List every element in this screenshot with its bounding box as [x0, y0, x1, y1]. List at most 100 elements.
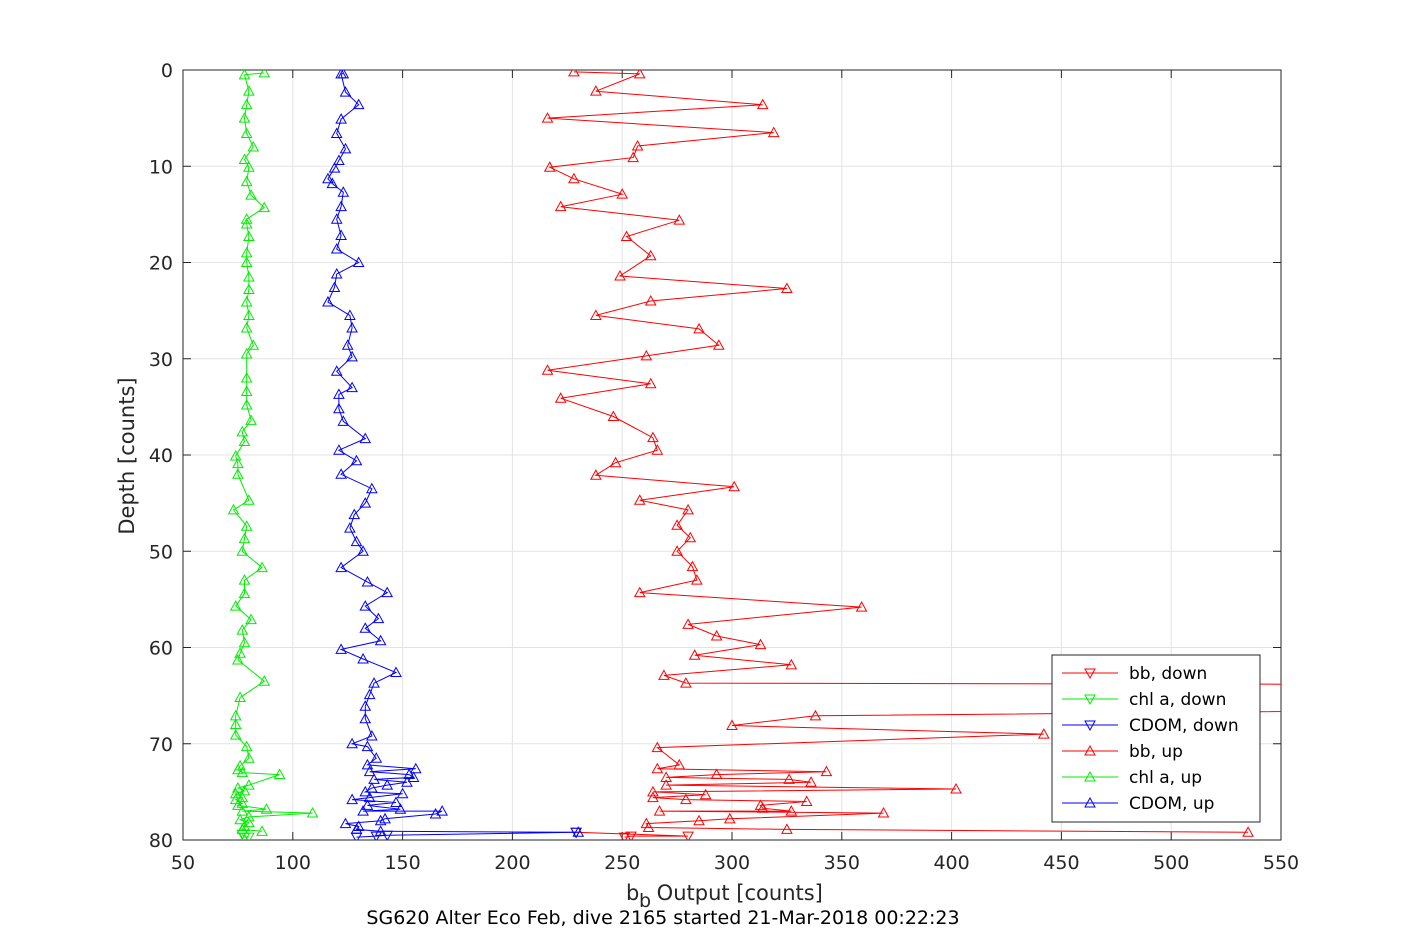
- data-point: [726, 719, 738, 730]
- data-point: [368, 773, 380, 784]
- data-point: [640, 349, 653, 361]
- data-point: [227, 503, 240, 515]
- data-point: [240, 740, 253, 752]
- data-point: [673, 214, 686, 225]
- data-point: [684, 531, 697, 543]
- data-point: [344, 309, 356, 320]
- data-point: [554, 200, 567, 212]
- data-point: [614, 269, 626, 281]
- data-point: [333, 402, 345, 414]
- data-point: [620, 230, 633, 242]
- data-point: [625, 831, 637, 840]
- legend-marker: [1084, 770, 1096, 782]
- y-tick-label: 40: [149, 445, 173, 467]
- data-point: [554, 392, 567, 403]
- data-point: [800, 795, 813, 806]
- data-point: [363, 765, 376, 777]
- data-point: [232, 781, 244, 793]
- data-point: [243, 283, 255, 294]
- axis-ticks: 50 100 150 200 250 300 350 400 450 500 550 0 10 20 30 4…: [149, 60, 1299, 874]
- data-point: [346, 321, 358, 333]
- x-axis-label-main: b: [626, 881, 639, 905]
- data-point: [328, 162, 341, 173]
- data-point: [357, 653, 369, 664]
- data-point: [379, 812, 391, 824]
- data-point: [359, 432, 372, 444]
- legend-marker: [1084, 668, 1096, 680]
- x-tick-label: 350: [824, 852, 860, 874]
- data-point: [381, 586, 394, 598]
- data-point: [240, 246, 253, 258]
- data-point: [335, 561, 347, 573]
- data-point: [1037, 728, 1050, 739]
- data-point: [339, 817, 352, 829]
- series-5: [322, 70, 585, 837]
- legend-entry: chl a, up: [1062, 768, 1202, 788]
- data-point: [543, 161, 556, 172]
- data-point: [240, 321, 253, 333]
- data-point: [403, 768, 416, 780]
- data-point: [337, 415, 350, 426]
- data-point: [346, 381, 358, 393]
- data-point: [688, 649, 701, 660]
- data-point: [330, 365, 343, 376]
- data-point: [243, 752, 255, 763]
- data-point: [260, 803, 273, 814]
- data-point: [330, 213, 343, 224]
- legend-label: CDOM, down: [1129, 716, 1239, 736]
- data-point: [330, 127, 343, 139]
- data-point: [767, 126, 780, 138]
- data-point: [240, 295, 253, 307]
- legend: bb, down chl a, down CDOM, down bb, up chl a…: [1051, 654, 1261, 823]
- data-point: [335, 200, 347, 212]
- data-point: [680, 677, 692, 688]
- legend-label: chl a, down: [1129, 690, 1226, 710]
- data-point: [394, 803, 407, 814]
- y-tick-label: 20: [149, 253, 173, 275]
- x-axis-label-rest: Output [counts]: [650, 881, 823, 905]
- data-point: [243, 270, 255, 282]
- data-point: [1242, 826, 1254, 837]
- x-tick-label: 300: [714, 852, 750, 874]
- data-point: [359, 712, 372, 724]
- data-point: [627, 151, 640, 163]
- data-point: [436, 805, 448, 816]
- data-point: [781, 823, 793, 834]
- data-point: [234, 759, 246, 771]
- x-axis-label: b b Output [counts]: [626, 881, 823, 912]
- data-point: [710, 629, 723, 641]
- data-point: [644, 249, 657, 261]
- data-point: [344, 522, 356, 533]
- data-point: [234, 813, 246, 825]
- data-point: [245, 613, 257, 625]
- data-point: [357, 545, 369, 556]
- data-point: [647, 431, 659, 443]
- data-point: [671, 519, 683, 530]
- data-point: [346, 737, 358, 749]
- data-point: [691, 574, 703, 585]
- chart-caption: SG620 Alter Eco Feb, dive 2165 started 2…: [366, 907, 959, 929]
- x-tick-label: 200: [494, 852, 530, 874]
- data-point: [243, 779, 255, 790]
- data-point: [229, 709, 242, 721]
- data-point: [236, 805, 249, 816]
- data-point: [243, 161, 255, 172]
- data-point: [361, 758, 374, 770]
- data-point: [409, 762, 422, 774]
- data-point: [238, 587, 251, 599]
- data-point: [229, 729, 242, 740]
- data-point: [333, 444, 345, 455]
- data-point: [682, 831, 694, 840]
- data-point: [229, 600, 242, 611]
- y-axis-label: Depth [counts]: [115, 377, 139, 534]
- legend-entry: CDOM, up: [1062, 794, 1214, 814]
- data-point: [328, 281, 341, 293]
- data-point: [658, 669, 670, 680]
- data-point: [346, 793, 358, 805]
- data-point: [245, 414, 257, 425]
- data-point: [359, 600, 372, 611]
- data-point: [335, 643, 347, 654]
- data-point: [240, 256, 253, 267]
- data-point: [240, 98, 253, 110]
- data-point: [238, 70, 251, 80]
